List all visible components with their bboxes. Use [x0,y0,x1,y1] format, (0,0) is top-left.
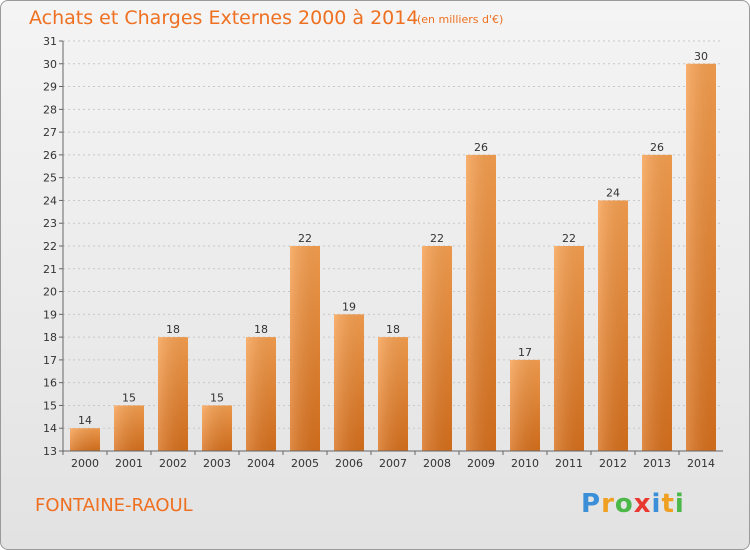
y-tick-label: 26 [43,149,57,162]
y-axis-ticks: 13 14 15 16 17 18 19 20 21 22 23 24 25 26 27 28 29 30 31 [43,35,63,458]
y-tick-label: 30 [43,58,57,71]
bar-highlight [642,154,672,451]
bar-highlight [114,405,144,451]
value-label-2012: 24 [606,186,620,199]
bars: 14 15 18 15 18 22 19 18 22 26 17 22 24 26 30 [70,50,716,452]
logo-letter: i [674,489,685,519]
logo-letter: r [601,489,615,519]
bar-highlight [422,246,452,451]
value-label-2002: 18 [166,323,180,336]
y-tick-label: 17 [43,354,57,367]
logo-letter: P [581,489,602,519]
y-tick-label: 13 [43,445,57,458]
x-tick-label-2012: 2012 [599,457,627,470]
value-label-2000: 14 [78,414,92,427]
proxiti-logo: Proxiti [581,489,685,519]
y-tick-label: 15 [43,399,57,412]
y-tick-label: 16 [43,377,57,390]
x-tick-label-2008: 2008 [423,457,451,470]
bar-highlight [246,337,276,451]
bar-highlight [510,359,540,451]
bar-highlight [334,314,364,451]
y-tick-label: 18 [43,331,57,344]
y-tick-label: 23 [43,217,57,230]
value-label-2008: 22 [430,232,444,245]
x-tick-label-2013: 2013 [643,457,671,470]
y-tick-label: 21 [43,263,57,276]
bar-highlight [466,154,496,451]
logo-letter: o [614,489,634,519]
chart-title: Achats et Charges Externes 2000 à 2014 [29,7,419,29]
x-tick-label-2011: 2011 [555,457,583,470]
bar-highlight [378,337,408,451]
x-tick-label-2001: 2001 [115,457,143,470]
x-tick-label-2003: 2003 [203,457,231,470]
y-tick-label: 24 [43,194,57,207]
y-tick-label: 22 [43,240,57,253]
bar-highlight [202,405,232,451]
bar-highlight [158,337,188,451]
y-tick-label: 31 [43,35,57,48]
bar-highlight [70,428,100,451]
value-label-2006: 19 [342,300,356,313]
y-tick-label: 27 [43,126,57,139]
x-axis-ticks: 2000 2001 2002 2003 2004 2005 2006 2007 2008 2009… [62,451,715,470]
bar-highlight [554,246,584,451]
y-tick-label: 25 [43,172,57,185]
y-tick-label: 20 [43,286,57,299]
value-label-2004: 18 [254,323,268,336]
chart-subtitle: (en milliers d'€) [417,13,504,26]
value-label-2003: 15 [210,391,224,404]
value-label-2009: 26 [474,141,488,154]
value-label-2001: 15 [122,391,136,404]
x-tick-label-2002: 2002 [159,457,187,470]
place-name: FONTAINE-RAOUL [35,495,193,516]
value-label-2005: 22 [298,232,312,245]
value-label-2010: 17 [518,346,532,359]
x-tick-label-2014: 2014 [687,457,715,470]
bar-highlight [686,63,716,452]
x-tick-label-2007: 2007 [379,457,407,470]
x-tick-label-2005: 2005 [291,457,319,470]
value-label-2007: 18 [386,323,400,336]
x-tick-label-2009: 2009 [467,457,495,470]
logo-letter: i [651,489,662,519]
y-tick-label: 14 [43,422,57,435]
value-label-2013: 26 [650,141,664,154]
bar-highlight [598,200,628,451]
logo-letter: t [661,489,675,519]
x-tick-label-2006: 2006 [335,457,363,470]
y-tick-label: 28 [43,103,57,116]
value-label-2014: 30 [694,50,708,63]
x-tick-label-2000: 2000 [71,457,99,470]
value-label-2011: 22 [562,232,576,245]
x-tick-label-2004: 2004 [247,457,275,470]
x-tick-label-2010: 2010 [511,457,539,470]
bar-highlight [290,246,320,451]
logo-letter: x [633,489,652,519]
y-tick-label: 29 [43,81,57,94]
y-tick-label: 19 [43,308,57,321]
